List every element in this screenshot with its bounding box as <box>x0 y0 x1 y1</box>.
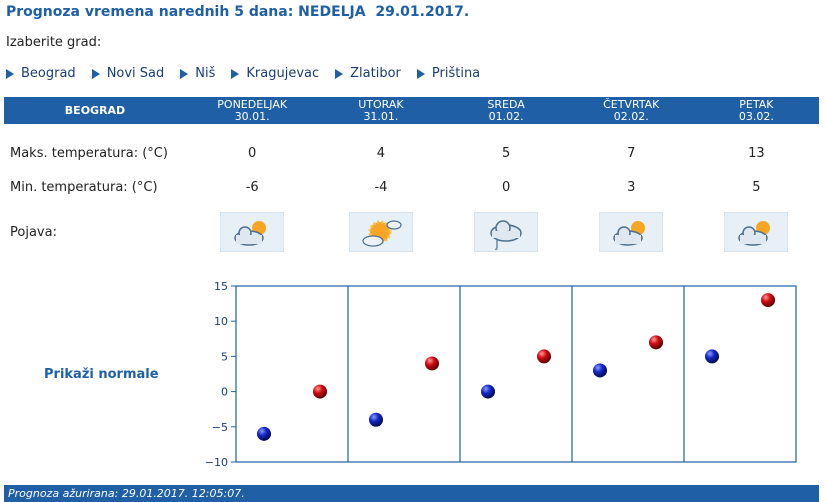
max-temp-value: 13 <box>748 145 765 161</box>
city-header: BEOGRAD <box>64 104 126 117</box>
y-tick-label: −5 <box>212 421 228 434</box>
city-list: Beograd Novi Sad Niš Kragujevac Zlatibor… <box>6 66 496 81</box>
max-temp-point <box>425 356 439 371</box>
plot-frame <box>235 285 797 463</box>
min-temp-value: 0 <box>501 179 511 195</box>
min-temp-value: -4 <box>374 179 388 195</box>
max-temp-value: 5 <box>501 145 511 161</box>
y-tick-label: 15 <box>214 280 228 293</box>
triangle-right-icon <box>6 68 14 79</box>
day-header: UTORAK 31.01. <box>358 98 404 123</box>
city-link-kragujevac[interactable]: Kragujevac <box>231 66 319 81</box>
city-link-novi-sad[interactable]: Novi Sad <box>91 66 164 81</box>
last-updated-text: Prognoza ažurirana: 29.01.2017. 12:05:07… <box>8 487 245 500</box>
max-temp-value: 7 <box>627 145 636 161</box>
max-temp-point <box>649 335 663 350</box>
last-updated-bar: Prognoza ažurirana: 29.01.2017. 12:05:07… <box>4 485 819 502</box>
min-temp-value: 5 <box>752 179 761 195</box>
city-link-nis[interactable]: Niš <box>180 66 215 81</box>
min-temp-row: Min. temperatura: (°C) -6 -4 0 3 5 <box>4 170 819 204</box>
y-tick-label: 10 <box>214 315 228 328</box>
min-temp-point <box>369 412 383 427</box>
forecast-table: BEOGRAD PONEDELJAK 30.01. UTORAK 31.01. SR… <box>4 97 819 260</box>
max-temp-point <box>761 293 775 308</box>
cloud-sun-icon <box>599 212 664 252</box>
cloud-umbrella-icon <box>474 212 539 252</box>
y-tick-label: −10 <box>205 456 228 469</box>
min-temp-point <box>705 349 719 364</box>
city-link-pristina[interactable]: Priština <box>416 66 480 81</box>
max-temp-label: Maks. temperatura: (°C) <box>10 145 168 161</box>
sun-cloud-icon <box>348 212 413 252</box>
max-temp-row: Maks. temperatura: (°C) 0 4 5 7 13 <box>4 136 819 170</box>
cloud-sun-icon <box>724 212 789 252</box>
phenomenon-row: Pojava: <box>4 204 819 260</box>
y-tick-label: 5 <box>221 350 228 363</box>
day-header: PONEDELJAK 30.01. <box>217 98 288 123</box>
min-temp-value: 3 <box>627 179 636 195</box>
min-temp-point <box>593 363 607 378</box>
triangle-right-icon <box>180 68 189 79</box>
triangle-right-icon <box>91 68 100 79</box>
min-temp-label: Min. temperatura: (°C) <box>10 179 158 195</box>
min-temp-value: -6 <box>245 179 259 195</box>
city-link-zlatibor[interactable]: Zlatibor <box>335 66 401 81</box>
show-normals-link[interactable]: Prikaži normale <box>44 367 159 382</box>
day-header: PETAK 03.02. <box>738 98 774 123</box>
city-link-beograd[interactable]: Beograd <box>6 66 76 81</box>
triangle-right-icon <box>231 68 240 79</box>
day-header: SREDA 01.02. <box>487 98 525 123</box>
max-temp-point <box>537 349 551 364</box>
cloud-sun-icon <box>220 212 285 252</box>
forecast-header-row: BEOGRAD PONEDELJAK 30.01. UTORAK 31.01. SR… <box>4 97 819 124</box>
temperature-chart: 15 10 5 0 −5 −10 <box>205 280 797 469</box>
triangle-right-icon <box>416 68 425 79</box>
max-temp-value: 0 <box>248 145 257 161</box>
min-temp-point <box>481 384 495 399</box>
y-tick-label: 0 <box>221 386 228 399</box>
choose-city-label: Izaberite grad: <box>6 35 102 50</box>
phenomenon-label: Pojava: <box>10 224 57 240</box>
max-temp-value: 4 <box>376 145 386 161</box>
page-title: Prognoza vremena narednih 5 dana: NEDELJ… <box>6 4 470 20</box>
max-temp-point <box>313 384 327 399</box>
day-header: ČETVRTAK 02.02. <box>603 98 660 123</box>
triangle-right-icon <box>335 68 344 79</box>
min-temp-point <box>257 426 271 441</box>
